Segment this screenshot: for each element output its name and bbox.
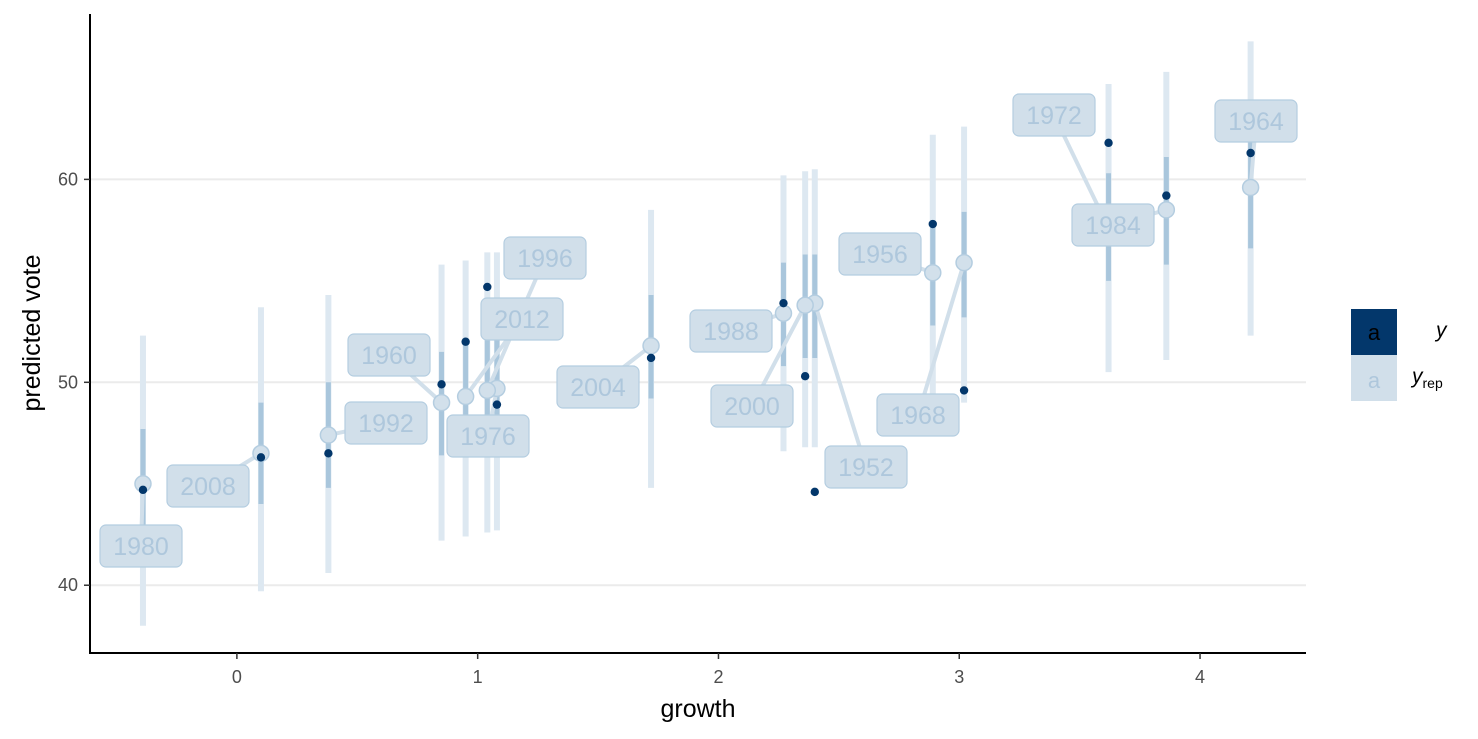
y-tick-label-40: 40 — [58, 575, 78, 595]
legend-label-yrep-sub: rep — [1423, 375, 1443, 391]
yrep-point-1988 — [774, 304, 793, 323]
observed-point-1952 — [810, 487, 819, 497]
observed-point-1984 — [1162, 191, 1171, 200]
x-tick-label-3: 3 — [954, 667, 964, 687]
legend: a a y yrep — [1351, 309, 1448, 401]
year-label-box-1968 — [876, 393, 960, 437]
yrep-point-2012 — [456, 387, 475, 406]
x-tick-label-1: 1 — [473, 667, 483, 687]
legend-label-yrep-main: y — [1410, 365, 1424, 388]
year-label-box-1992 — [344, 401, 428, 445]
year-label-box-1960 — [347, 333, 431, 377]
observed-point-1988 — [779, 298, 788, 308]
gridlines — [90, 178, 1306, 587]
observed-point-2012 — [461, 337, 470, 346]
x-axis-title: growth — [660, 695, 735, 723]
year-label-2008: 2008 — [180, 473, 236, 501]
observed-point-1996 — [483, 282, 492, 292]
observed-point-2004 — [646, 353, 656, 363]
year-label-box-1956 — [838, 232, 922, 276]
year-label-1952: 1952 — [838, 454, 894, 482]
year-labels: 1952 1956 1960 1964 1968 1972 1976 1980 1984 1988… — [99, 93, 1298, 568]
year-label-2000: 2000 — [724, 393, 780, 421]
legend-key-yrep-glyph: a — [1368, 368, 1381, 393]
year-label-1992: 1992 — [358, 410, 414, 438]
year-label-1984: 1984 — [1085, 212, 1141, 240]
year-label-box-1972 — [1012, 93, 1096, 137]
year-label-2004: 2004 — [570, 374, 626, 402]
legend-label-y: y — [1434, 319, 1448, 342]
year-label-box-2008 — [166, 464, 250, 508]
yrep-point-1956 — [924, 263, 942, 282]
legend-key-y — [1351, 309, 1397, 355]
yrep-point-1984 — [1157, 201, 1176, 219]
yrep-point-2004 — [642, 337, 660, 355]
year-label-1956: 1956 — [852, 241, 908, 269]
connector-1952 — [812, 302, 868, 468]
year-label-box-2000 — [710, 384, 794, 428]
observed-point-1956 — [928, 219, 937, 229]
y-axis-title: predicted vote — [18, 254, 46, 411]
observed-point-1960 — [437, 380, 446, 389]
y-tick-label-50: 50 — [58, 372, 78, 392]
yrep-point-1996 — [478, 381, 497, 400]
year-label-2012: 2012 — [494, 306, 550, 334]
year-label-box-2012 — [480, 297, 564, 341]
x-tick-label-2: 2 — [713, 667, 723, 687]
observed-point-1992 — [324, 449, 333, 458]
observed-point-1968 — [959, 386, 969, 395]
observed-point-1964 — [1246, 148, 1255, 158]
observed-point-2008 — [256, 453, 266, 462]
observed-point-1972 — [1104, 138, 1113, 148]
year-label-1976: 1976 — [460, 423, 516, 451]
connector-1968 — [916, 262, 966, 416]
yrep-point-1964 — [1241, 178, 1260, 197]
observed-point-1976 — [492, 400, 502, 409]
year-label-box-1976 — [446, 414, 530, 458]
x-axis-ticks: 0 1 2 3 4 — [232, 653, 1205, 687]
year-label-1964: 1964 — [1228, 108, 1284, 136]
yrep-point-2000 — [796, 296, 814, 314]
legend-label-yrep: yrep — [1410, 365, 1443, 391]
legend-key-y-glyph: a — [1368, 320, 1381, 345]
year-label-box-1952 — [824, 445, 908, 489]
observed-point-1980 — [138, 485, 148, 495]
year-label-1968: 1968 — [890, 402, 946, 430]
year-label-box-2004 — [556, 365, 640, 409]
x-tick-label-4: 4 — [1195, 667, 1205, 687]
year-label-1980: 1980 — [113, 533, 169, 561]
year-label-1996: 1996 — [517, 245, 573, 273]
year-label-1972: 1972 — [1026, 102, 1082, 130]
year-label-box-1996 — [503, 236, 587, 280]
year-label-box-1980 — [99, 524, 183, 568]
year-label-1960: 1960 — [361, 342, 417, 370]
observed-point-2000 — [800, 372, 810, 381]
year-label-box-1964 — [1214, 99, 1298, 143]
observed-points — [138, 138, 1255, 497]
year-label-box-1984 — [1071, 203, 1155, 247]
yrep-point-1960 — [432, 393, 451, 412]
x-tick-label-0: 0 — [232, 667, 242, 687]
year-label-1988: 1988 — [703, 318, 759, 346]
year-label-box-1988 — [689, 309, 773, 353]
legend-key-yrep — [1351, 355, 1397, 401]
y-axis-ticks: 40 50 60 — [58, 169, 90, 595]
yrep-point-1968 — [955, 253, 973, 272]
yrep-point-1992 — [319, 426, 338, 444]
y-tick-label-60: 60 — [58, 169, 78, 189]
